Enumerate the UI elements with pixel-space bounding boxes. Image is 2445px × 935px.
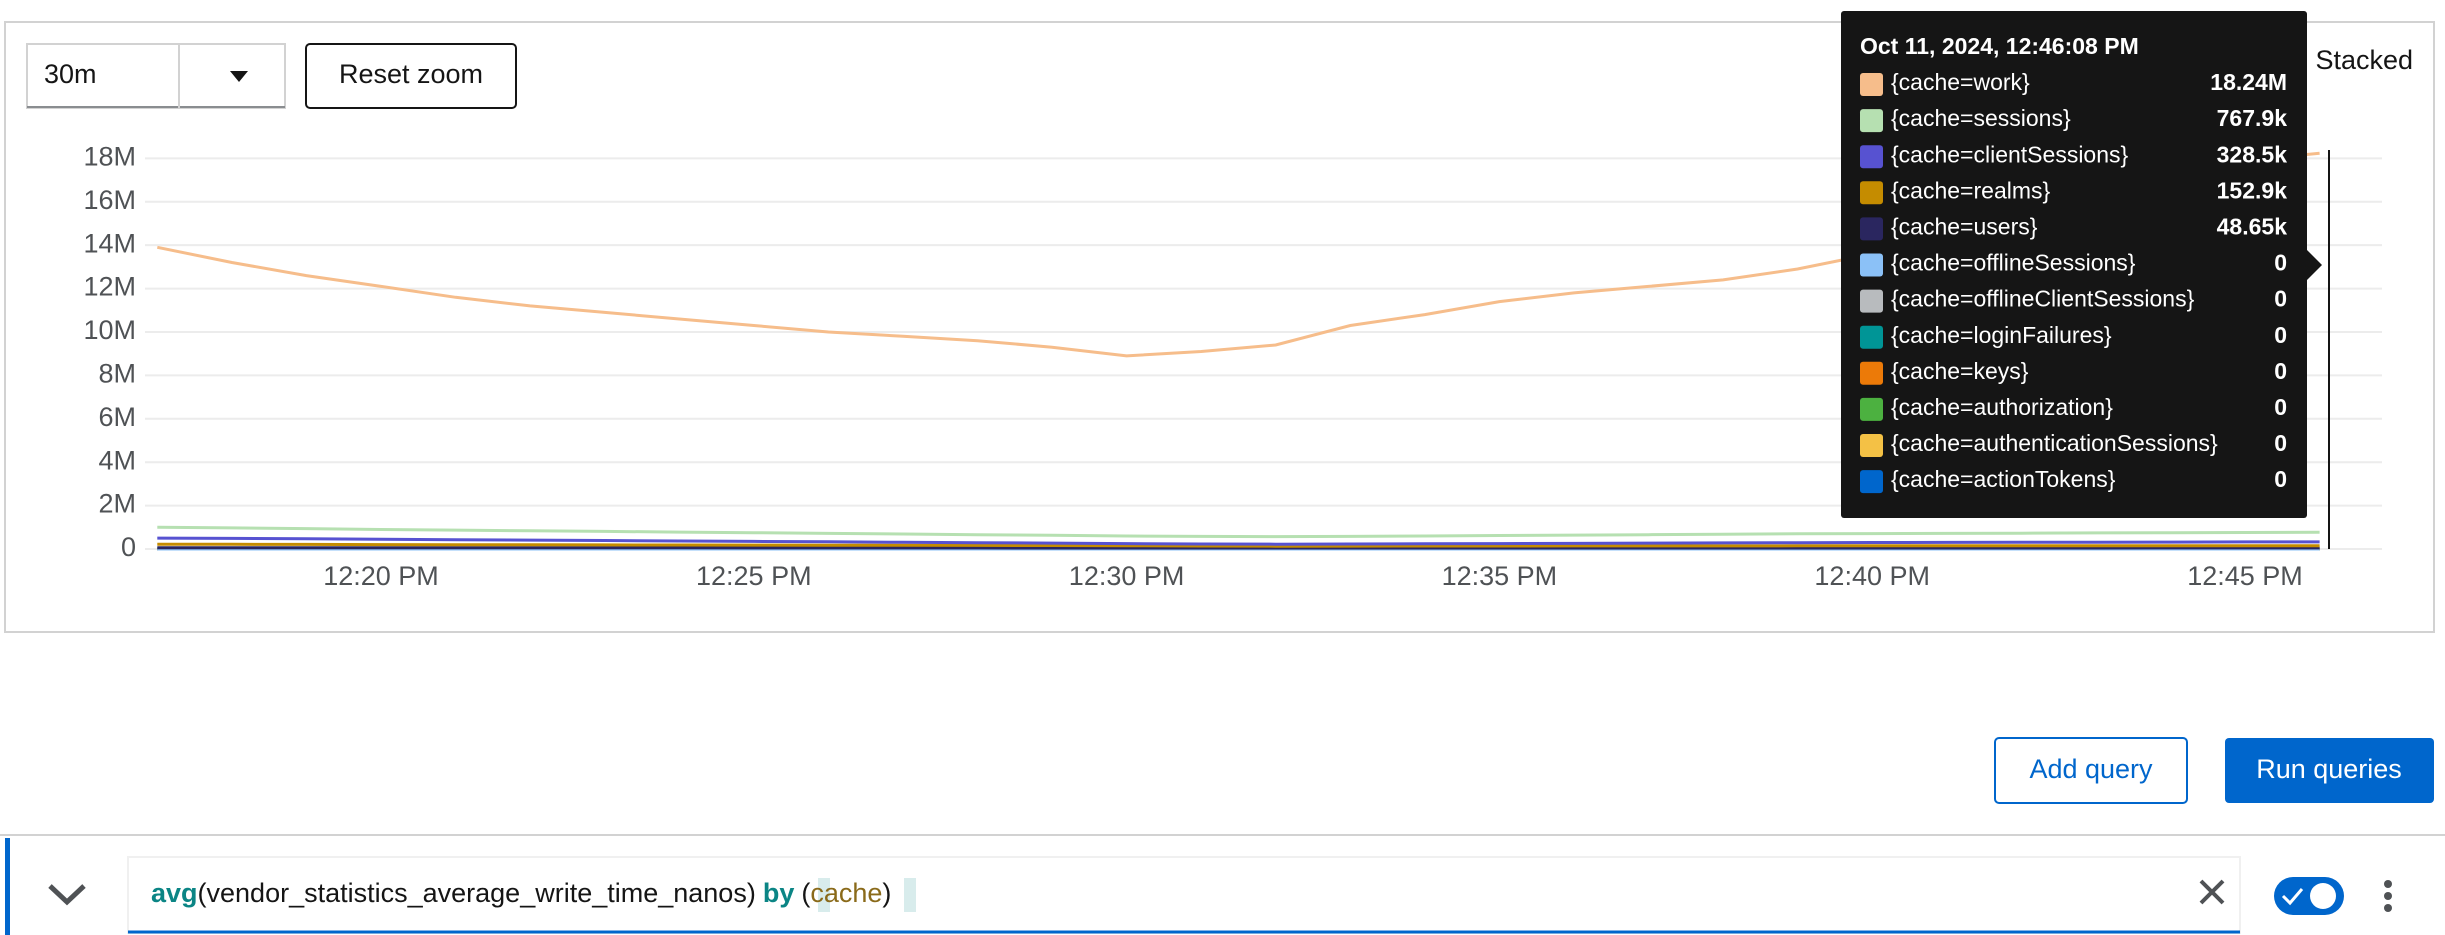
legend-swatch xyxy=(1860,361,1883,385)
legend-label: {cache=keys} xyxy=(1891,358,2029,384)
range-select[interactable]: 30m xyxy=(26,43,286,109)
run-queries-button[interactable] xyxy=(2225,738,2434,803)
series-line xyxy=(157,542,2320,548)
x-tick-label: 12:45 PM xyxy=(2187,561,2303,591)
tooltip-value: 152.9k xyxy=(2217,177,2288,203)
query-input[interactable] xyxy=(127,856,2241,934)
y-tick-label: 14M xyxy=(83,228,136,258)
reset-zoom-button[interactable] xyxy=(305,43,517,109)
y-tick-label: 12M xyxy=(83,272,136,302)
legend-swatch xyxy=(1860,145,1883,169)
kebab-menu[interactable] xyxy=(2384,880,2392,912)
y-tick-label: 4M xyxy=(98,445,136,475)
y-tick-label: 18M xyxy=(83,141,136,171)
query-token: (vendor_statistics_average_write_time_na… xyxy=(198,878,756,908)
legend-swatch xyxy=(1860,289,1883,313)
legend-swatch xyxy=(1860,73,1883,96)
clear-query[interactable] xyxy=(2199,879,2225,905)
legend-swatch xyxy=(1860,325,1883,349)
series-line xyxy=(157,536,2320,546)
tooltip-value: 767.9k xyxy=(2217,105,2288,131)
legend-swatch xyxy=(1860,434,1883,457)
add-query-label[interactable]: Add query xyxy=(2029,754,2153,784)
tooltip-value: 48.65k xyxy=(2217,213,2288,239)
toggle-knob xyxy=(2310,883,2336,909)
tooltip-value: 0 xyxy=(2274,286,2287,312)
x-tick-label: 12:35 PM xyxy=(1442,561,1558,591)
y-tick-label: 2M xyxy=(98,489,136,519)
query-token: ) xyxy=(882,878,891,908)
series-line xyxy=(157,525,2320,539)
legend-swatch xyxy=(1860,217,1883,241)
y-tick-label: 0 xyxy=(121,532,136,562)
tooltip-value: 18.24M xyxy=(2210,69,2287,95)
kebab-dot xyxy=(2384,892,2392,900)
query-token: by xyxy=(763,878,795,908)
legend-swatch xyxy=(1860,470,1883,494)
add-query-button[interactable] xyxy=(1994,737,2188,804)
legend-label: {cache=users} xyxy=(1891,213,2038,239)
legend-label: {cache=work} xyxy=(1891,69,2030,95)
query-token: cache xyxy=(810,878,882,908)
tooltip-value: 0 xyxy=(2274,358,2287,384)
y-tick-label: 16M xyxy=(83,185,136,215)
range-caret[interactable] xyxy=(230,71,248,82)
tooltip-title: Oct 11, 2024, 12:46:08 PM xyxy=(1860,33,2139,59)
tooltip-box xyxy=(1841,11,2307,518)
x-tick-label: 12:25 PM xyxy=(696,561,812,591)
legend-label: {cache=loginFailures} xyxy=(1891,322,2112,348)
paren-highlight xyxy=(818,878,830,912)
legend-label: {cache=realms} xyxy=(1891,177,2050,203)
legend-label: {cache=offlineSessions} xyxy=(1891,250,2136,276)
tooltip: Oct 11, 2024, 12:46:08 PM {cache=work} 18… xyxy=(1841,11,2322,518)
tooltip-value: 0 xyxy=(2274,322,2287,348)
paren-highlight xyxy=(904,878,916,912)
kebab-dot xyxy=(2384,904,2392,912)
legend-swatch xyxy=(1860,397,1883,421)
query-accent xyxy=(5,838,10,935)
legend-label: {cache=authenticationSessions} xyxy=(1891,430,2218,456)
tooltip-arrow xyxy=(2307,250,2322,280)
tooltip-value: 0 xyxy=(2274,250,2287,276)
toggle-check xyxy=(2281,888,2304,906)
range-value[interactable]: 30m xyxy=(44,59,97,89)
run-queries-label[interactable]: Run queries xyxy=(2256,754,2402,784)
tooltip-value: 0 xyxy=(2274,430,2287,456)
legend-label: {cache=authorization} xyxy=(1891,394,2113,420)
tooltip-value: 0 xyxy=(2274,466,2287,492)
legend-swatch xyxy=(1860,253,1883,277)
legend-swatch xyxy=(1860,109,1883,133)
legend-label: {cache=offlineClientSessions} xyxy=(1891,286,2195,312)
tooltip-value: 328.5k xyxy=(2217,141,2288,167)
legend-swatch xyxy=(1860,181,1883,205)
legend-label: {cache=clientSessions} xyxy=(1891,141,2129,167)
legend-label: {cache=actionTokens} xyxy=(1891,466,2116,492)
legend-label: {cache=sessions} xyxy=(1891,105,2071,131)
x-tick-label: 12:20 PM xyxy=(323,561,439,591)
reset-zoom-label[interactable]: Reset zoom xyxy=(339,59,483,89)
kebab-dot xyxy=(2384,880,2392,888)
tooltip-value: 0 xyxy=(2274,394,2287,420)
y-tick-label: 10M xyxy=(83,315,136,345)
y-tick-label: 6M xyxy=(98,402,136,432)
query-token: ( xyxy=(801,878,810,908)
stacked-label[interactable]: Stacked xyxy=(2315,45,2413,75)
query-text[interactable]: avg(vendor_statistics_average_write_time… xyxy=(151,878,891,908)
query-token: avg xyxy=(151,878,198,908)
y-tick-label: 8M xyxy=(98,359,136,389)
collapse-chevron[interactable] xyxy=(48,884,86,906)
x-tick-label: 12:30 PM xyxy=(1069,561,1185,591)
x-tick-label: 12:40 PM xyxy=(1814,561,1930,591)
